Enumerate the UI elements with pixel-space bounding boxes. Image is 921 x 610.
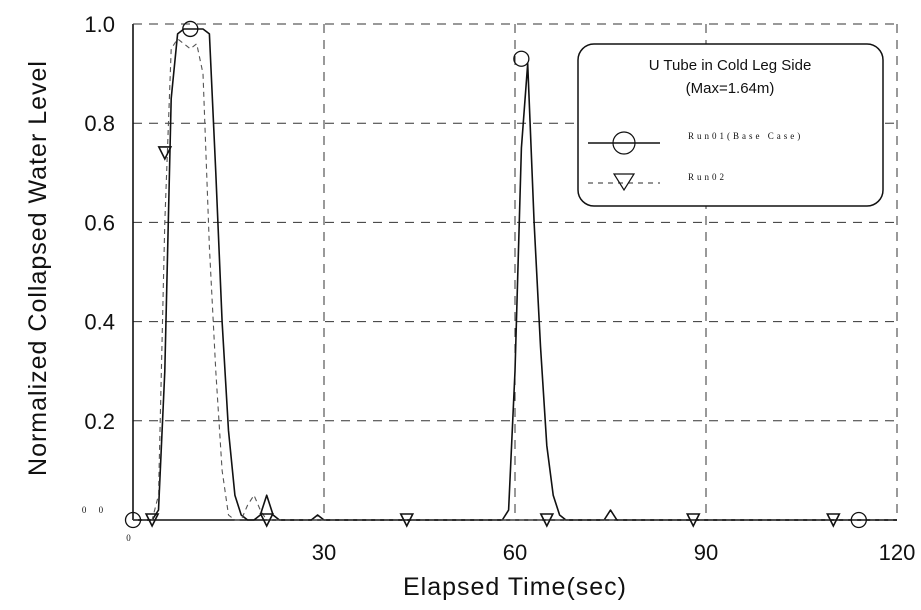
legend-box xyxy=(577,43,884,207)
x-tick-label-0: 30 xyxy=(312,540,336,565)
series-1-marker-6 xyxy=(826,513,841,528)
legend: U Tube in Cold Leg Side (Max=1.64m) Run0… xyxy=(577,43,884,207)
x-tick-label-1: 60 xyxy=(503,540,527,565)
series-1-marker-4 xyxy=(539,513,555,528)
x-axis-label: Elapsed Time(sec) xyxy=(403,573,627,601)
x-origin-label: 0 xyxy=(126,533,136,543)
legend-marker-run02 xyxy=(612,173,636,192)
y-tick-label-1: 0.4 xyxy=(84,310,115,335)
series-0-marker-2 xyxy=(513,50,530,67)
series-1-marker-3 xyxy=(399,513,415,528)
y-origin-label: 0 0 xyxy=(82,505,108,515)
markers xyxy=(124,20,867,529)
series-line-1 xyxy=(133,38,897,521)
series-0-marker-1 xyxy=(182,20,199,38)
series-1-marker-5 xyxy=(685,513,701,528)
series-1-marker-0 xyxy=(144,513,160,528)
y-tick-label-2: 0.6 xyxy=(84,210,115,235)
series xyxy=(133,28,897,521)
series-1-marker-2 xyxy=(259,513,274,528)
x-tick-label-2: 90 xyxy=(694,540,718,565)
y-tick-label-0: 0.2 xyxy=(84,409,115,434)
legend-marker-run01 xyxy=(612,131,636,155)
legend-label-run01: Run01(Base Case) xyxy=(688,131,803,141)
legend-subtitle: (Max=1.64m) xyxy=(686,80,775,97)
series-1-marker-1 xyxy=(157,146,173,161)
legend-label-run02: Run02 xyxy=(688,172,727,182)
legend-title: U Tube in Cold Leg Side xyxy=(649,57,812,74)
tick-labels: 30 60 90 120 0.2 0.4 0.6 0.8 1.0 xyxy=(84,12,915,565)
series-0-marker-3 xyxy=(850,511,867,529)
y-axis-label: Normalized Collapsed Water Level xyxy=(24,60,52,476)
y-tick-label-3: 0.8 xyxy=(84,111,115,136)
x-tick-label-3: 120 xyxy=(879,540,916,565)
y-tick-label-4: 1.0 xyxy=(84,12,115,37)
series-0-marker-0 xyxy=(124,511,142,529)
